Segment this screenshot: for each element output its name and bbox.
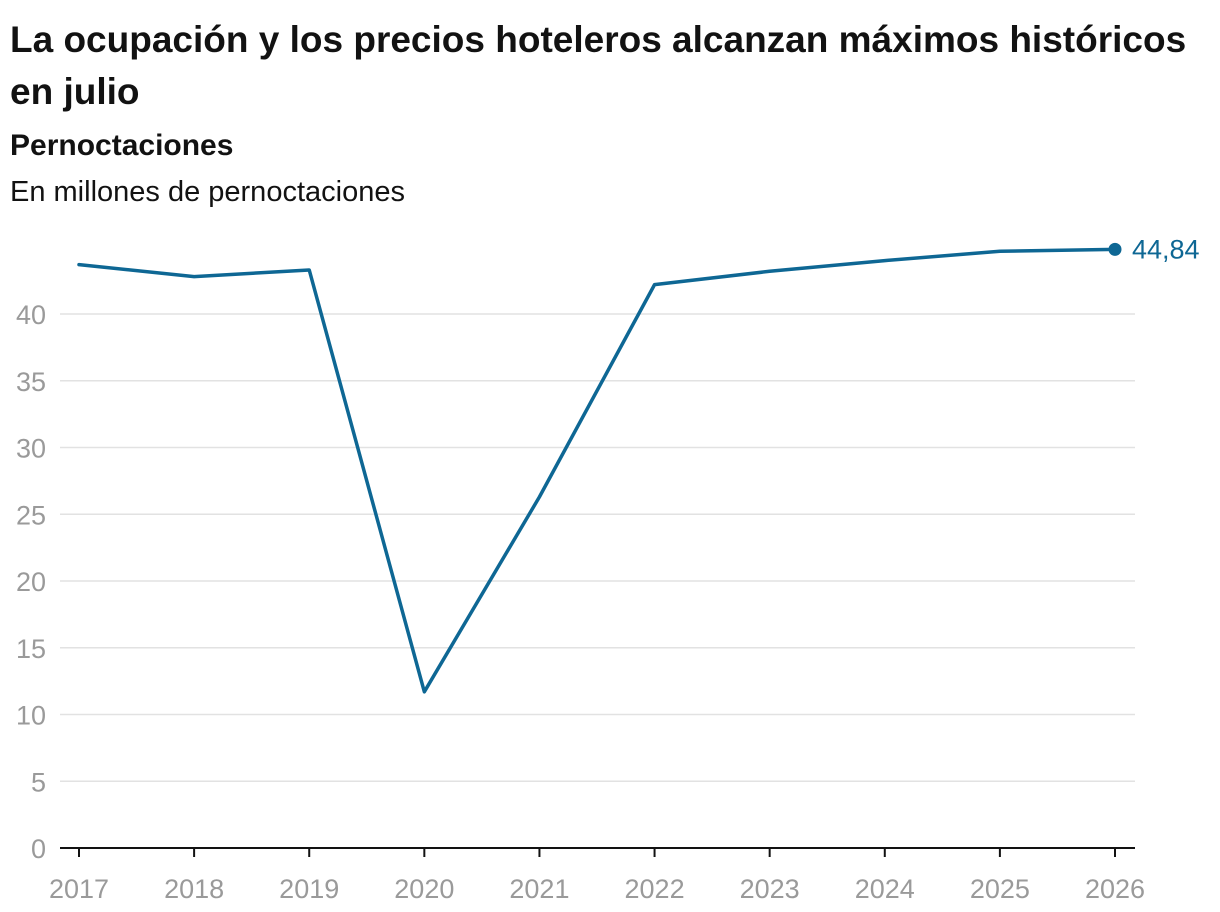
last-point-marker [1108, 242, 1122, 256]
y-axis-unit-label: En millones de pernoctaciones [10, 176, 405, 208]
series-layer: 44,84 [77, 234, 1200, 694]
chart-subtitle: Pernoctaciones [10, 129, 234, 162]
y-tick-label: 40 [16, 300, 46, 330]
x-tick-label: 2017 [49, 874, 109, 904]
y-tick-label: 30 [16, 434, 46, 464]
chart-title: La ocupación y los precios hoteleros alc… [10, 19, 1187, 112]
gridlines [60, 313, 1135, 782]
y-tick-label: 25 [16, 500, 46, 530]
y-tick-label: 5 [31, 767, 46, 797]
y-tick-label: 0 [31, 834, 46, 864]
y-tick-label: 20 [16, 567, 46, 597]
y-axis-ticks: 0 5 10 15 20 25 30 35 40 [16, 300, 46, 864]
x-tick-label: 2020 [394, 874, 454, 904]
y-tick-label: 10 [16, 701, 46, 731]
last-value-label: 44,84 [1132, 234, 1200, 264]
series-line-0 [77, 247, 1117, 694]
x-axis: 2017 2018 2019 2020 2021 2022 2023 2024 2025 2026 [49, 847, 1145, 904]
y-tick-label: 35 [16, 367, 46, 397]
x-tick-label: 2022 [625, 874, 685, 904]
x-tick-label: 2019 [279, 874, 339, 904]
x-tick-label: 2024 [855, 874, 915, 904]
x-tick-label: 2021 [509, 874, 569, 904]
x-tick-label: 2026 [1085, 874, 1145, 904]
x-tick-label: 2018 [164, 874, 224, 904]
x-tick-label: 2023 [740, 874, 800, 904]
x-tick-label: 2025 [970, 874, 1030, 904]
y-tick-label: 15 [16, 634, 46, 664]
